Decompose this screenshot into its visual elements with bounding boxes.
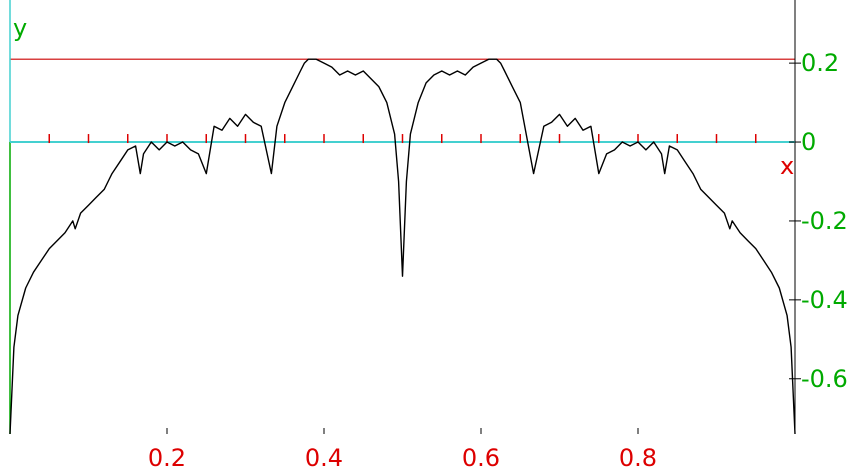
- y-tick-label: 0.2: [801, 49, 839, 77]
- x-axis-label: x: [780, 152, 794, 180]
- y-tick-label: -0.4: [801, 286, 848, 314]
- x-tick-label: 0.2: [148, 444, 186, 472]
- y-tick-label: 0: [801, 128, 816, 156]
- x-tick-label: 0.4: [305, 444, 343, 472]
- y-tick-label: -0.2: [801, 207, 848, 235]
- y-axis-label: y: [13, 14, 27, 42]
- series-line: [9, 58, 796, 435]
- axes-layer: [9, 0, 801, 434]
- label-layer: 0.2 0 -0.2 -0.4 -0.6 0.2 0.4 0.6 0.8 y x: [13, 14, 848, 472]
- y-tick-label: -0.6: [801, 365, 848, 393]
- x-tick-label: 0.6: [462, 444, 500, 472]
- series-layer: [9, 58, 796, 435]
- x-tick-label: 0.8: [619, 444, 657, 472]
